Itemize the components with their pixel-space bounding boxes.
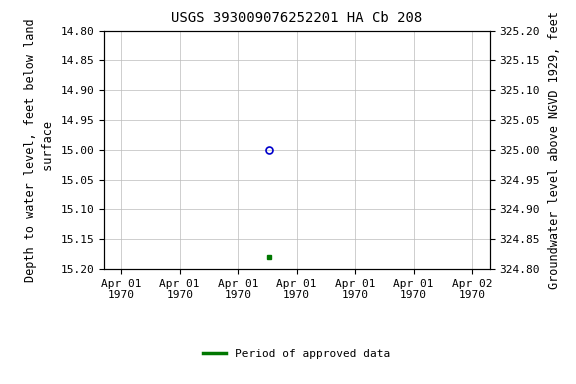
Y-axis label: Groundwater level above NGVD 1929, feet: Groundwater level above NGVD 1929, feet (548, 11, 561, 289)
Title: USGS 393009076252201 HA Cb 208: USGS 393009076252201 HA Cb 208 (171, 12, 422, 25)
Y-axis label: Depth to water level, feet below land
 surface: Depth to water level, feet below land su… (24, 18, 55, 281)
Legend: Period of approved data: Period of approved data (199, 344, 394, 363)
